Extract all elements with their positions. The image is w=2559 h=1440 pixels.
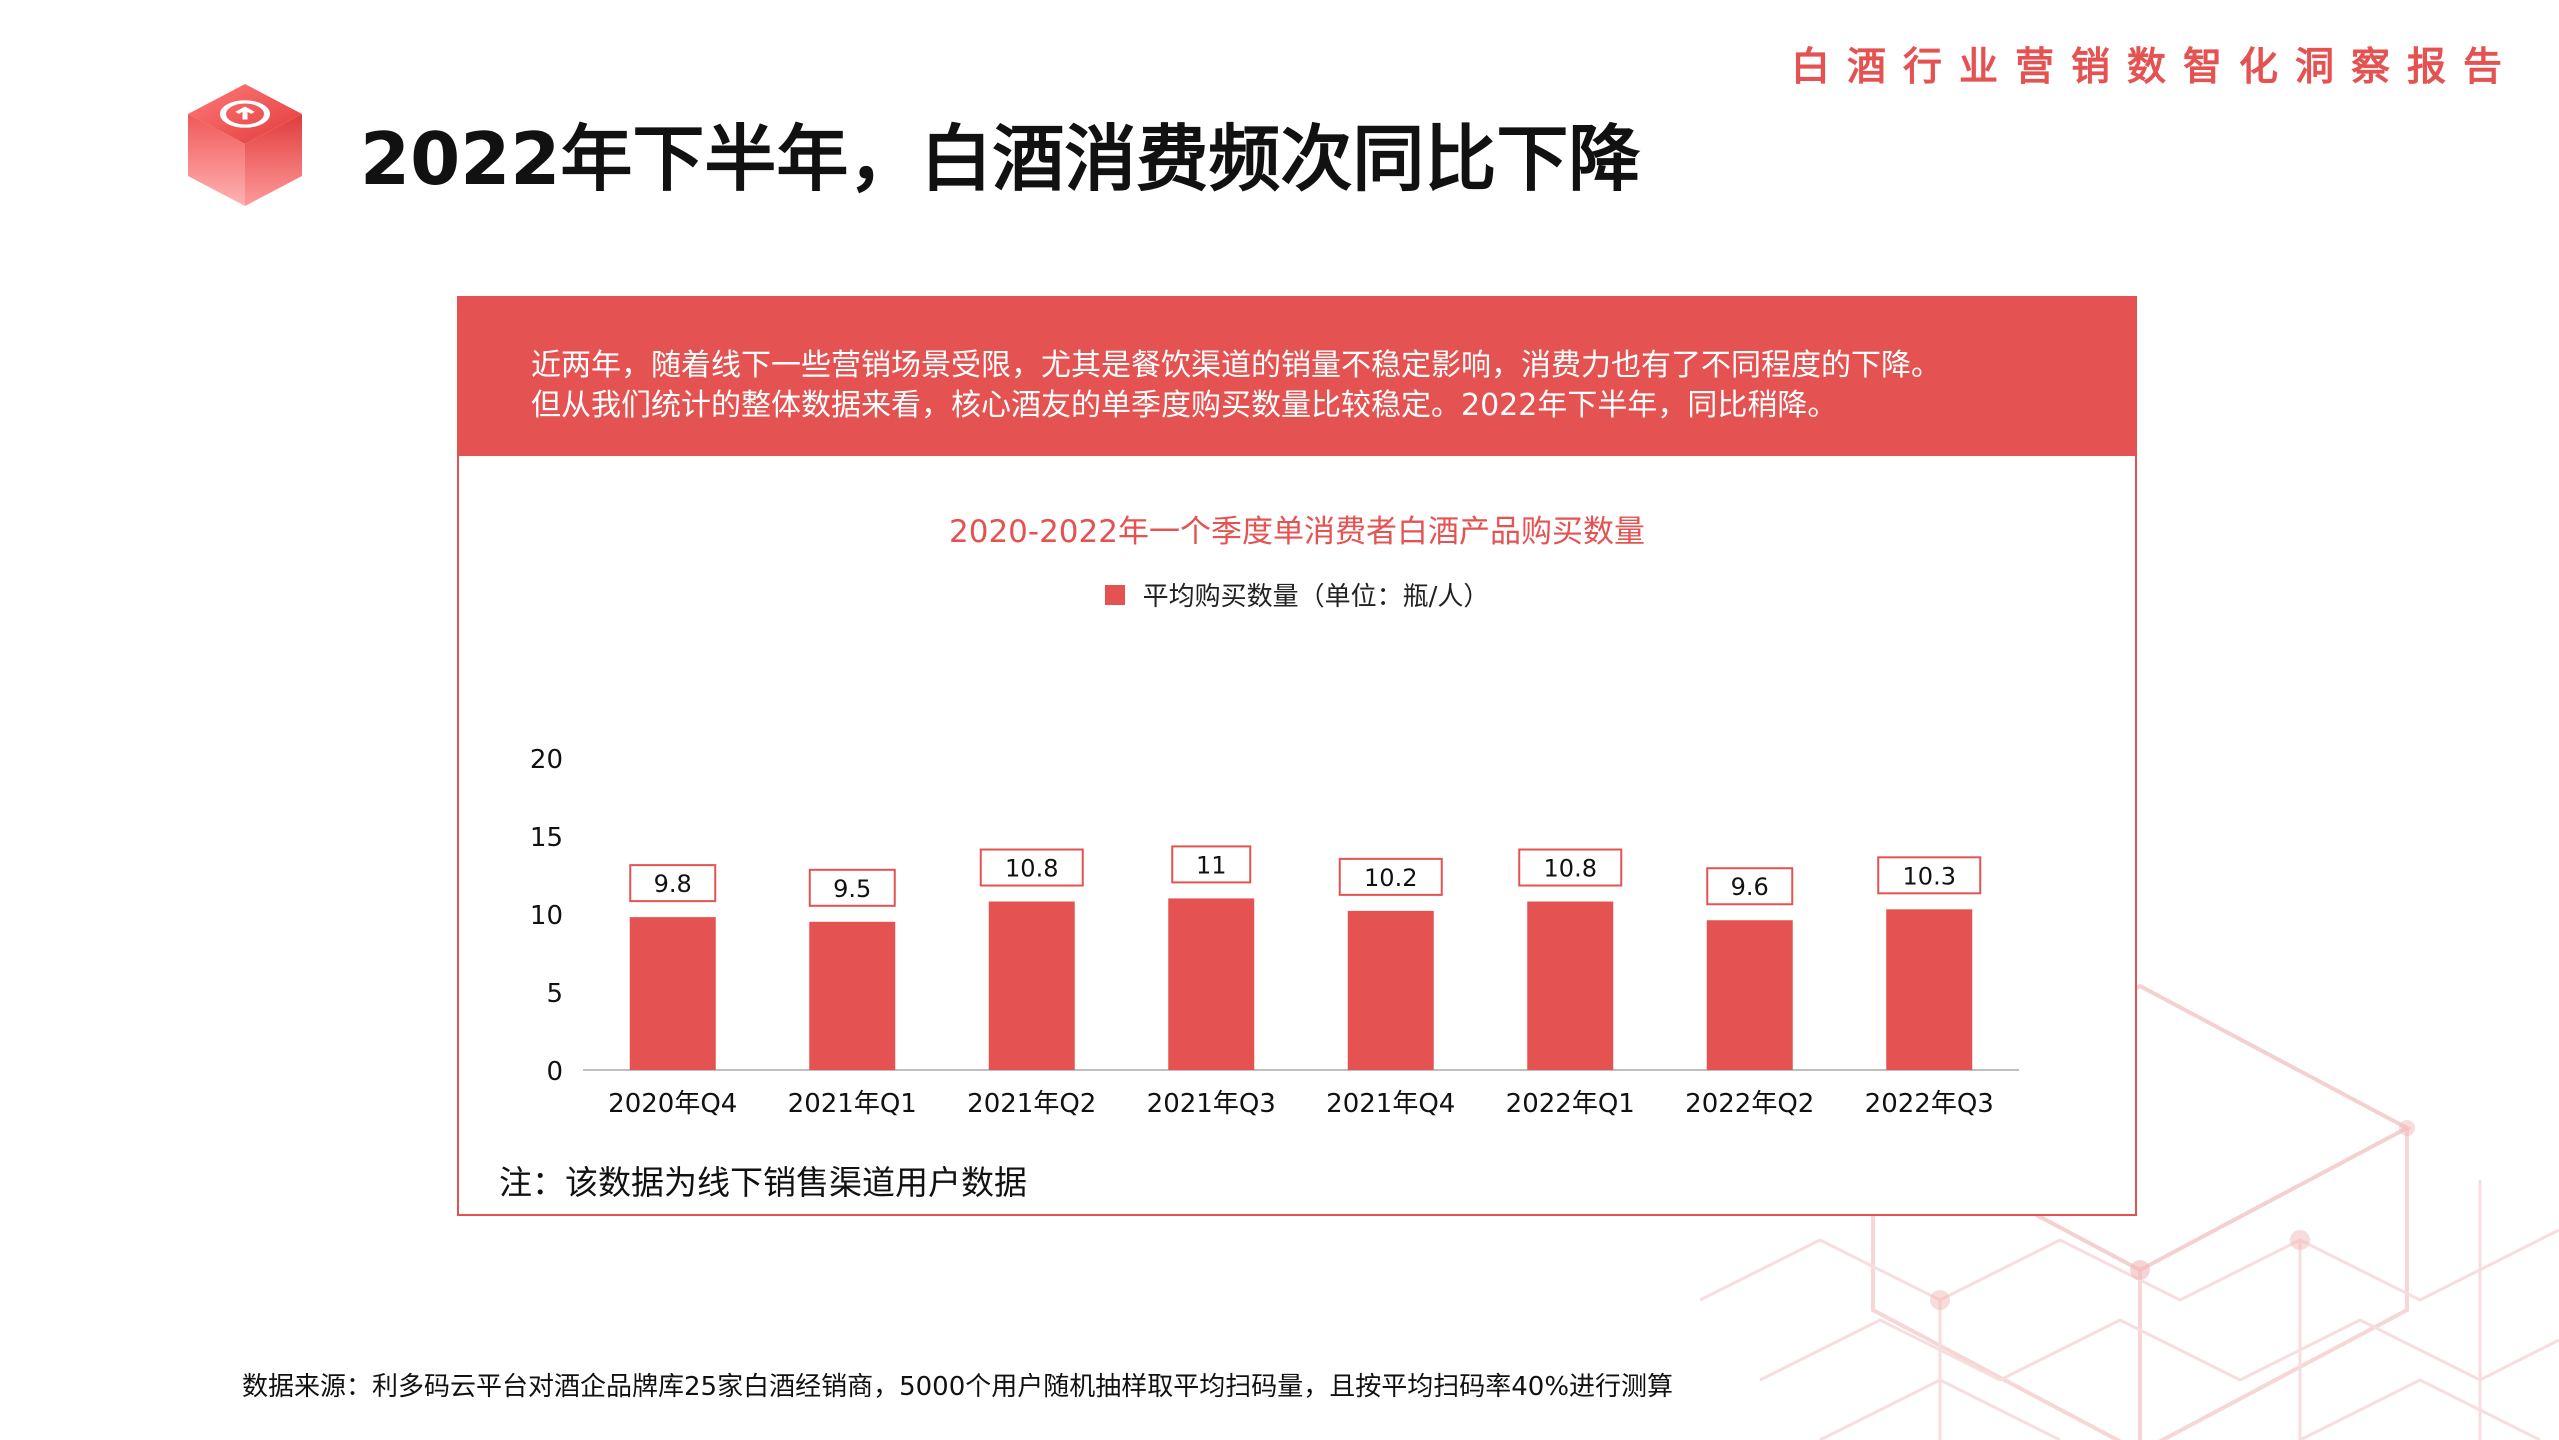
data-source: 数据来源：利多码云平台对酒企品牌库25家白酒经销商，5000个用户随机抽样取平均… — [242, 1372, 1674, 1402]
bar — [1886, 909, 1973, 1070]
x-tick-label: 2021年Q3 — [1147, 1089, 1276, 1119]
data-label-box — [1706, 867, 1794, 906]
data-label: 9.8 — [654, 870, 692, 898]
bar — [809, 921, 896, 1070]
chart-title: 2020-2022年一个季度单消费者白酒产品购买数量 — [949, 514, 1645, 550]
summary-banner: 近两年，随着线下一些营销场景受限，尤其是餐饮渠道的销量不稳定影响，消费力也有了不… — [459, 298, 2135, 456]
data-label: 10.3 — [1903, 862, 1956, 890]
data-label-box — [1338, 857, 1443, 896]
decorative-cube-pattern — [1700, 983, 2559, 1440]
data-label: 10.8 — [1005, 855, 1058, 883]
x-tick-label: 2021年Q1 — [788, 1089, 917, 1119]
x-tick-label: 2022年Q3 — [1865, 1089, 1994, 1119]
y-tick-label: 5 — [546, 979, 563, 1009]
y-tick-label: 0 — [546, 1057, 563, 1087]
bar-chart: 0 5 10 15 20 9.8 2020年Q4 9.5 2021年Q1 10.8 2021年Q2 1… — [530, 745, 2019, 1119]
bar — [1168, 898, 1255, 1070]
data-label: 11 — [1196, 851, 1227, 879]
legend-label: 平均购买数量（单位：瓶/人） — [1142, 582, 1490, 612]
page-title: 2022年下半年，白酒消费频次同比下降 — [360, 117, 1641, 201]
chart-panel: 近两年，随着线下一些营销场景受限，尤其是餐饮渠道的销量不稳定影响，消费力也有了不… — [457, 296, 2137, 1216]
bar — [1347, 910, 1434, 1070]
data-label: 10.2 — [1364, 864, 1417, 892]
chart-note: 注：该数据为线下销售渠道用户数据 — [499, 1163, 1027, 1202]
data-label-box — [808, 868, 896, 907]
bar — [629, 917, 716, 1070]
x-tick-label: 2022年Q1 — [1506, 1089, 1635, 1119]
bar — [1527, 901, 1614, 1070]
x-tick-label: 2022年Q2 — [1685, 1089, 1814, 1119]
report-label: 白酒行业营销数智化洞察报告 — [1790, 45, 2519, 90]
y-tick-label: 10 — [530, 901, 563, 931]
banner-line-1: 近两年，随着线下一些营销场景受限，尤其是餐饮渠道的销量不稳定影响，消费力也有了不… — [531, 348, 1941, 383]
cube-logo-icon — [188, 84, 302, 206]
data-label: 10.8 — [1544, 855, 1597, 883]
x-tick-label: 2021年Q2 — [967, 1089, 1096, 1119]
data-label-box — [979, 848, 1084, 887]
chart-legend: 平均购买数量（单位：瓶/人） — [459, 576, 2135, 613]
data-label: 9.5 — [833, 875, 871, 903]
bar — [988, 901, 1075, 1070]
bar — [1706, 920, 1793, 1070]
y-tick-label: 20 — [530, 745, 563, 775]
legend-swatch — [1104, 584, 1125, 605]
banner-line-2: 但从我们统计的整体数据来看，核心酒友的单季度购买数量比较稳定。2022年下半年，… — [531, 388, 1838, 423]
y-tick-label: 15 — [530, 823, 563, 853]
data-label: 9.6 — [1731, 873, 1769, 901]
data-label-box — [629, 864, 717, 903]
data-label-box — [1171, 845, 1252, 884]
x-tick-label: 2021年Q4 — [1326, 1089, 1455, 1119]
data-label-box — [1877, 856, 1982, 895]
x-tick-label: 2020年Q4 — [608, 1089, 737, 1119]
data-label-box — [1518, 848, 1623, 887]
